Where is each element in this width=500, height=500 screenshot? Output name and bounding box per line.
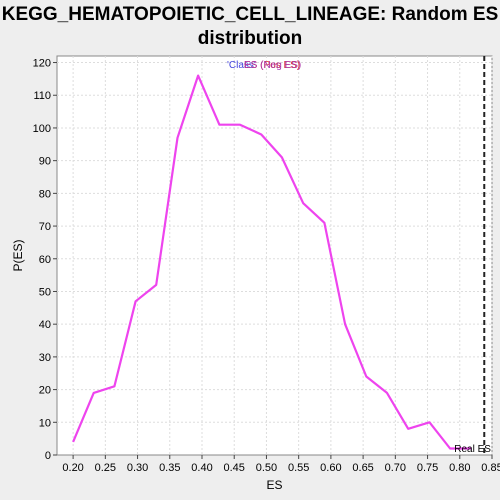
- y-tick-label: 90: [39, 156, 51, 168]
- y-tick-label: 10: [39, 417, 51, 429]
- x-tick-label: 0.20: [62, 462, 83, 474]
- y-tick-label: 20: [39, 385, 51, 397]
- y-tick-label: 120: [33, 58, 51, 70]
- x-axis-label: ES: [266, 478, 282, 492]
- y-axis-label: P(ES): [11, 239, 25, 271]
- x-tick-label: 0.80: [449, 462, 470, 474]
- plot-area: [56, 55, 493, 456]
- chart-title-line1: KEGG_HEMATOPOIETIC_CELL_LINEAGE: Random …: [2, 4, 499, 25]
- y-tick-label: 60: [39, 254, 51, 266]
- x-tick-label: 0.40: [191, 462, 212, 474]
- x-tick-label: 0.35: [159, 462, 180, 474]
- x-tick-label: 0.70: [385, 462, 406, 474]
- x-tick-label: 0.85: [481, 462, 500, 474]
- data-marks: [72, 56, 486, 455]
- x-tick-label: 0.30: [127, 462, 148, 474]
- x-tick-label: 0.25: [95, 462, 116, 474]
- y-tick-label: 80: [39, 188, 51, 200]
- y-tick-label: 110: [33, 90, 51, 102]
- x-tick-label: 0.45: [224, 462, 245, 474]
- y-tick-label: 40: [39, 319, 51, 331]
- legend-pos-es: ES (Pos ES): [244, 60, 300, 71]
- axes: 0 10 20 30 40 50 60 70 80 90 100 110 120 0.20 0.25 0.30…: [33, 58, 500, 474]
- y-tick-label: 100: [33, 123, 51, 135]
- x-tick-label: 0.65: [352, 462, 373, 474]
- x-tick-label: 0.60: [320, 462, 341, 474]
- x-tick-label: 0.50: [256, 462, 277, 474]
- legend-neg-es: ES (Neg ES): [244, 60, 301, 71]
- y-tick-label: 70: [39, 221, 51, 233]
- y-tick-label: 0: [45, 450, 51, 462]
- legend: 'Class' ES (Pos ES) ES (Neg ES): [227, 60, 301, 71]
- x-tick-label: 0.55: [288, 462, 309, 474]
- chart-title-line2: distribution: [198, 28, 302, 49]
- x-tick-label: 0.75: [417, 462, 438, 474]
- series-line: [72, 74, 472, 450]
- y-tick-label: 30: [39, 352, 51, 364]
- real-es-label: Real ES: [454, 444, 491, 455]
- legend-class: 'Class': [227, 60, 256, 71]
- y-tick-label: 50: [39, 286, 51, 298]
